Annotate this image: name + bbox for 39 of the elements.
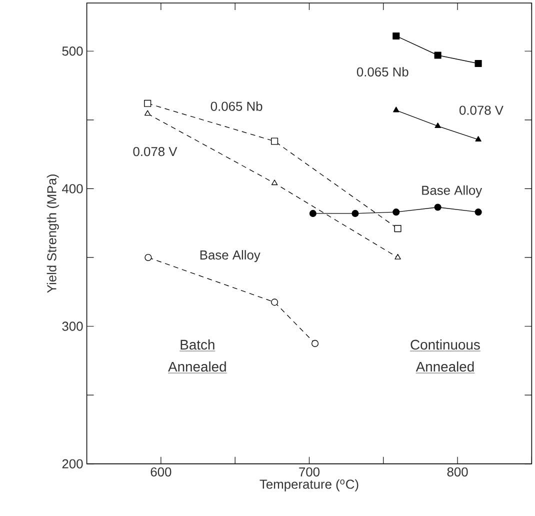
series-label: Base Alloy bbox=[422, 186, 482, 198]
point bbox=[144, 254, 152, 262]
point bbox=[475, 136, 482, 142]
series-label: Base Alloy bbox=[200, 250, 260, 262]
point bbox=[474, 208, 482, 216]
point bbox=[392, 32, 400, 40]
point bbox=[144, 110, 151, 116]
point bbox=[311, 340, 319, 348]
series-label: 0.065 Nb bbox=[210, 102, 262, 112]
series-label: 0.078 V bbox=[459, 106, 504, 115]
point bbox=[144, 100, 152, 108]
point bbox=[434, 52, 442, 59]
x-tick-label: 700 bbox=[299, 467, 320, 477]
x-axis-title: Temperature ($^{o}$C) bbox=[260, 479, 358, 492]
point bbox=[393, 106, 400, 112]
point bbox=[474, 60, 482, 68]
x-tick-label: 800 bbox=[447, 467, 468, 477]
annotation: Annealed bbox=[168, 362, 226, 372]
point bbox=[434, 122, 441, 128]
x-tick-label: 600 bbox=[150, 467, 172, 477]
point bbox=[271, 298, 278, 306]
point bbox=[394, 254, 401, 260]
point bbox=[434, 204, 442, 211]
point bbox=[271, 180, 278, 186]
y-tick-label: 200 bbox=[62, 459, 83, 469]
series-label: 0.078 V bbox=[133, 147, 178, 156]
annotation: Batch bbox=[180, 340, 214, 350]
point bbox=[271, 138, 278, 145]
annotation: Annealed bbox=[416, 362, 474, 372]
annotation: Continuous bbox=[410, 340, 480, 350]
point bbox=[309, 210, 316, 218]
point bbox=[394, 225, 402, 232]
y-tick-label: 400 bbox=[62, 184, 83, 194]
y-axis-title: Yield Strength (MPa) bbox=[46, 174, 59, 293]
point bbox=[392, 208, 400, 216]
y-tick-label: 300 bbox=[62, 322, 83, 331]
y-tick-label: 500 bbox=[62, 46, 83, 56]
point bbox=[352, 210, 359, 218]
series-label: 0.065 Nb bbox=[356, 67, 408, 77]
